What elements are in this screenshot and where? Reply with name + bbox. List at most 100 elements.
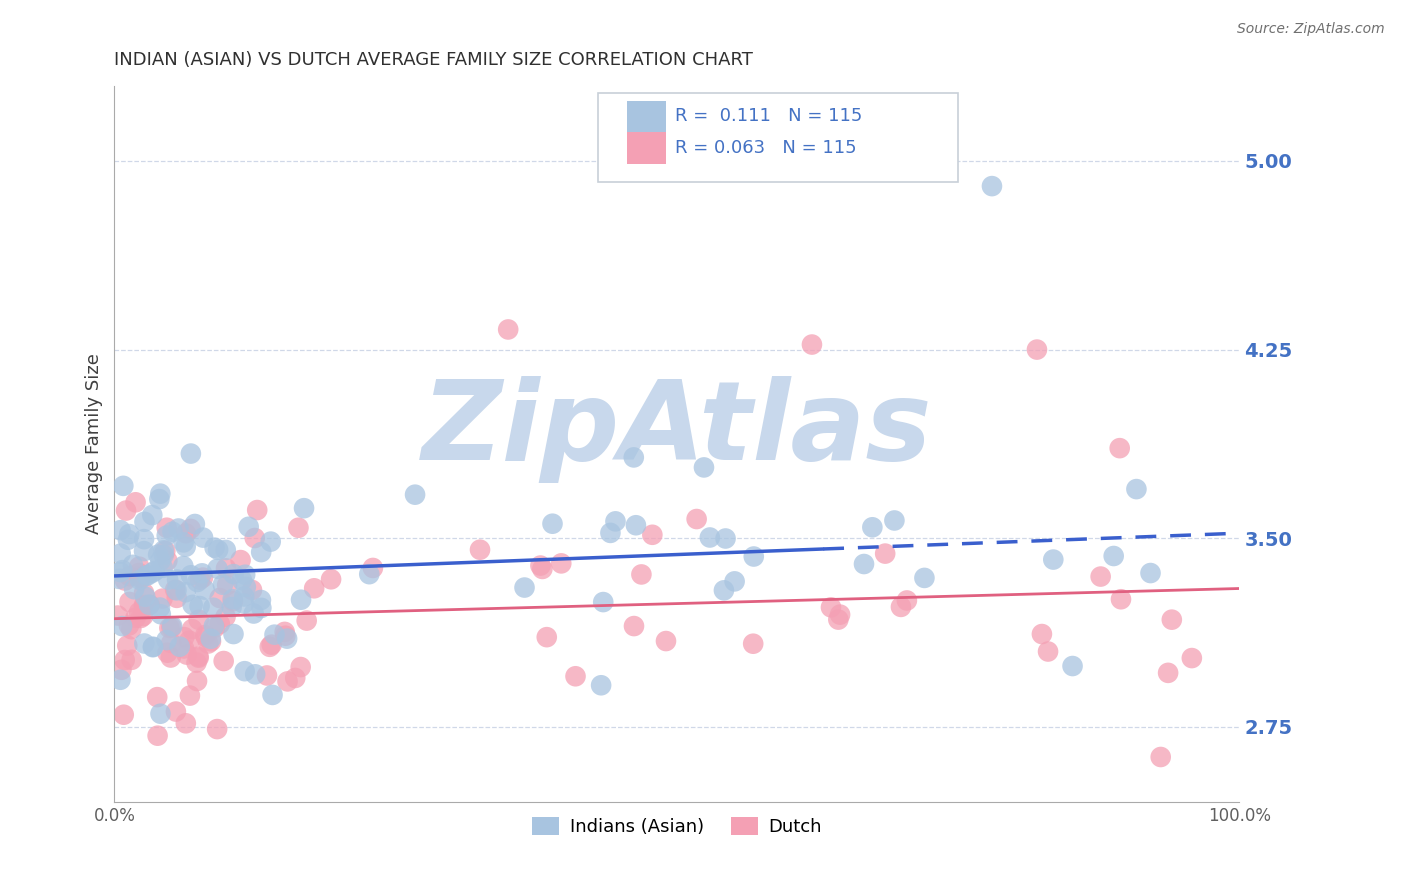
Legend: Indians (Asian), Dutch: Indians (Asian), Dutch [524,810,830,844]
Point [194,628,217,642]
Point [212,654,235,668]
Point [468,542,491,557]
Point [820,600,842,615]
Point [174,540,197,554]
Point [112,707,135,722]
Point [242,607,264,621]
Point [122,582,145,596]
Point [146,690,169,705]
Point [180,446,202,460]
Point [157,621,180,635]
Point [156,528,179,542]
Point [181,598,204,612]
Point [110,547,132,561]
Point [229,553,252,567]
Point [541,516,564,531]
Point [191,531,214,545]
Point [205,722,228,736]
Point [120,622,142,636]
Point [830,607,852,622]
Point [118,595,141,609]
Point [250,601,273,615]
Point [591,678,613,692]
Point [194,582,217,597]
Point [860,520,883,534]
Point [204,541,226,555]
Point [260,534,283,549]
Point [217,578,239,592]
Point [173,630,195,644]
Point [141,508,163,522]
Point [361,561,384,575]
Point [212,578,235,592]
Text: INDIAN (ASIAN) VS DUTCH AVERAGE FAMILY SIZE CORRELATION CHART: INDIAN (ASIAN) VS DUTCH AVERAGE FAMILY S… [114,51,754,69]
Point [146,729,169,743]
Point [214,609,236,624]
Point [200,632,222,646]
Point [290,592,312,607]
Point [187,649,209,664]
Point [162,524,184,539]
Point [107,608,129,623]
Point [121,558,143,572]
Point [641,528,664,542]
Point [128,559,150,574]
Point [723,574,745,589]
Point [496,322,519,336]
Point [129,573,152,587]
Point [890,599,912,614]
Point [160,619,183,633]
Point [124,611,146,625]
Point [128,605,150,619]
Point [1108,441,1130,455]
Point [222,567,245,582]
Point [276,632,298,646]
Point [912,571,935,585]
Text: R =  0.111   N = 115: R = 0.111 N = 115 [675,107,862,126]
Point [110,523,132,537]
Point [165,582,187,597]
Point [115,503,138,517]
Point [742,637,765,651]
Point [141,566,163,580]
Point [215,561,238,575]
Point [693,460,716,475]
Point [564,669,586,683]
Point [592,595,614,609]
Point [1139,566,1161,580]
Point [195,630,218,644]
Point [134,590,156,604]
Point [800,337,823,351]
Point [174,585,197,599]
Point [111,619,134,633]
Point [208,616,231,631]
Point [643,883,665,892]
Point [624,518,647,533]
Point [132,544,155,558]
Point [250,593,273,607]
Point [981,179,1004,194]
Point [186,574,208,589]
FancyBboxPatch shape [598,93,959,182]
Point [263,627,285,641]
Point [146,548,169,562]
Point [215,543,238,558]
Point [152,548,174,562]
Point [550,557,572,571]
Point [142,640,165,654]
Point [186,673,208,688]
Point [159,650,181,665]
Point [274,629,297,643]
Point [111,563,134,577]
FancyBboxPatch shape [627,132,665,163]
Point [114,653,136,667]
Point [132,609,155,624]
Point [513,581,536,595]
Point [160,620,183,634]
Point [246,503,269,517]
Point [179,633,201,648]
Point [655,634,678,648]
Point [1026,343,1049,357]
Point [172,559,194,574]
Point [167,522,190,536]
